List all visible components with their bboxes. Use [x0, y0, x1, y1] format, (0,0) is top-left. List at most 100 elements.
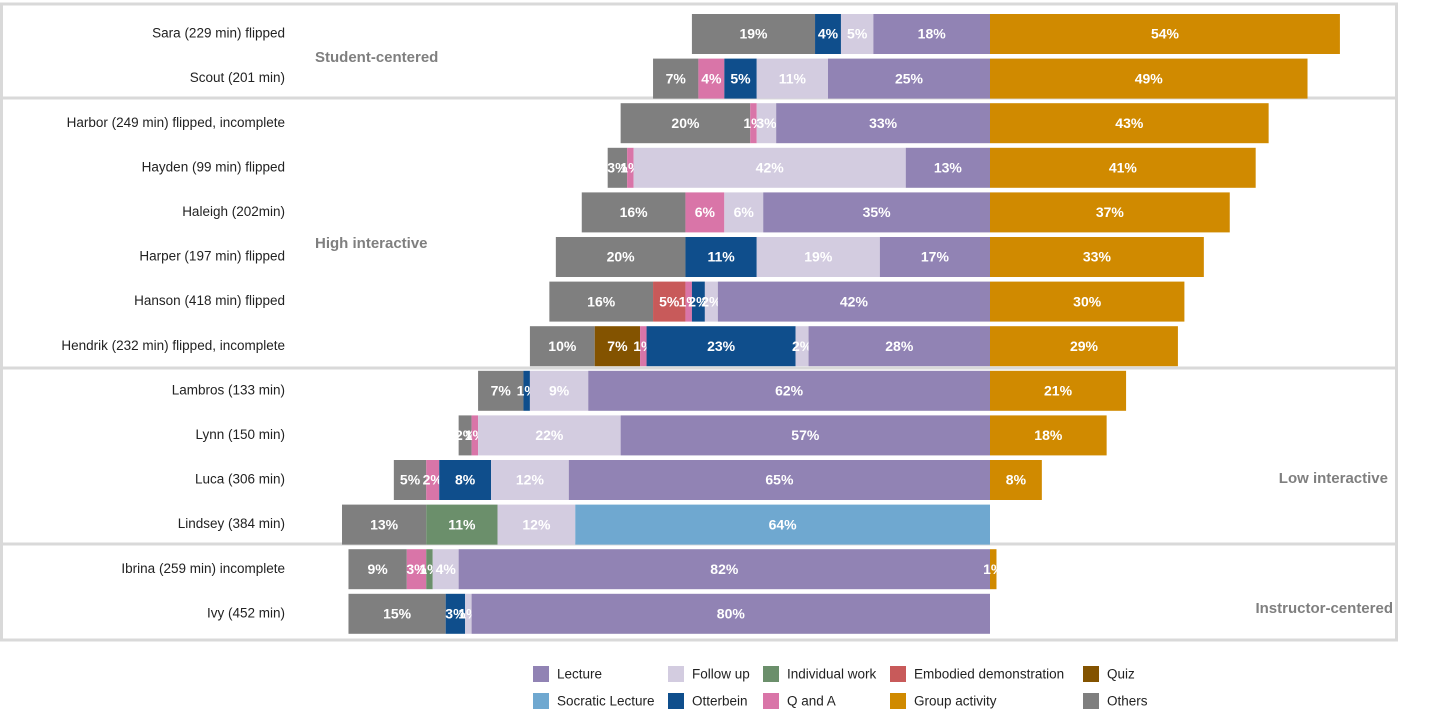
legend-swatch [1083, 666, 1099, 682]
bar-segment [471, 415, 479, 456]
legend-label: Lecture [557, 667, 602, 682]
bar-segment [698, 58, 725, 99]
bar-segment [653, 281, 686, 322]
data-label: 5% [847, 26, 868, 42]
row-label: Lynn (150 min) [195, 427, 285, 442]
bar-segment [763, 192, 990, 233]
data-label: 13% [934, 160, 963, 176]
legend-label: Otterbein [692, 694, 748, 709]
data-label: 17% [921, 249, 950, 265]
data-label: 33% [869, 115, 898, 131]
group-label: Student-centered [315, 49, 438, 66]
data-label: 20% [671, 115, 700, 131]
bar-segment [704, 281, 718, 322]
bar-segment [756, 103, 777, 144]
row-label: Sara (229 min) flipped [152, 26, 285, 41]
legend-label: Others [1107, 694, 1148, 709]
row-label: Lindsey (384 min) [178, 516, 285, 531]
bar-segment [426, 504, 498, 545]
row-label: Ibrina (259 min) incomplete [121, 561, 285, 576]
data-label: 2% [455, 427, 476, 443]
bar-segment [640, 326, 647, 367]
data-label: 3% [406, 561, 427, 577]
data-label: 43% [1115, 115, 1144, 131]
row-label: Scout (201 min) [190, 70, 285, 85]
data-label: 57% [791, 427, 820, 443]
bar-segment [620, 415, 990, 456]
data-label: 4% [701, 70, 722, 86]
bar-segment [990, 460, 1042, 500]
bar-segment [685, 237, 757, 277]
data-label: 18% [1034, 427, 1063, 443]
data-label: 9% [549, 383, 570, 399]
legend-label: Follow up [692, 667, 750, 682]
data-label: 20% [607, 249, 636, 265]
data-label: 35% [863, 204, 892, 220]
data-label: 7% [491, 383, 512, 399]
data-label: 33% [1083, 249, 1112, 265]
bar-segment [990, 549, 997, 590]
data-label: 54% [1151, 26, 1180, 42]
bar-segment [491, 460, 569, 500]
bar-segment [406, 549, 427, 590]
row-label: Hanson (418 min) flipped [134, 293, 285, 308]
legend-swatch [763, 693, 779, 709]
bar-segment [575, 504, 990, 545]
bar-segment [653, 58, 699, 99]
bar-segment [348, 593, 446, 634]
bar-segment [828, 58, 990, 99]
bar-segment [478, 370, 524, 411]
legend-swatch [668, 693, 684, 709]
data-label: 5% [400, 472, 421, 488]
data-label: 2% [688, 293, 709, 309]
bar-segment [756, 237, 880, 277]
data-label: 4% [818, 26, 839, 42]
data-label: 8% [455, 472, 476, 488]
data-label: 62% [775, 383, 804, 399]
row-label: Hendrik (232 min) flipped, incomplete [61, 338, 285, 353]
bar-segment [529, 370, 589, 411]
bar-segment [458, 415, 472, 456]
legend-label: Quiz [1107, 667, 1135, 682]
data-label: 41% [1109, 160, 1138, 176]
data-label: 12% [516, 472, 545, 488]
bar-segment [432, 549, 459, 590]
bar-segment [990, 415, 1107, 456]
group-label: High interactive [315, 235, 428, 252]
group-label: Instructor-centered [1255, 600, 1393, 617]
data-label: 16% [587, 293, 616, 309]
row-label: Haleigh (202min) [182, 204, 285, 219]
data-label: 1% [983, 561, 1004, 577]
bar-segment [776, 103, 990, 144]
bar-segment [633, 147, 906, 188]
data-label: 16% [620, 204, 649, 220]
data-label: 15% [383, 606, 412, 622]
bar-segment [990, 281, 1185, 322]
bar-segment [523, 370, 530, 411]
data-label: 6% [695, 204, 716, 220]
bar-segment [905, 147, 990, 188]
bar-segment [990, 237, 1204, 277]
bar-segment [393, 460, 427, 500]
bar-segment [439, 460, 492, 500]
bar-segment [990, 58, 1308, 99]
data-label: 11% [707, 249, 735, 265]
data-label: 5% [659, 293, 680, 309]
bar-segment [348, 549, 407, 590]
data-label: 42% [840, 293, 869, 309]
bar-segment [568, 460, 990, 500]
bar-segment [555, 237, 686, 277]
data-label: 11% [779, 70, 807, 86]
bar-segment [529, 326, 595, 367]
data-label: 8% [1006, 472, 1027, 488]
data-label: 3% [756, 115, 777, 131]
legend-swatch [668, 666, 684, 682]
legend-label: Q and A [787, 694, 836, 709]
data-label: 23% [707, 338, 736, 354]
data-label: 3% [607, 160, 628, 176]
data-label: 2% [701, 293, 722, 309]
bar-segment [990, 192, 1230, 233]
data-label: 82% [710, 561, 739, 577]
data-label: 9% [368, 561, 389, 577]
